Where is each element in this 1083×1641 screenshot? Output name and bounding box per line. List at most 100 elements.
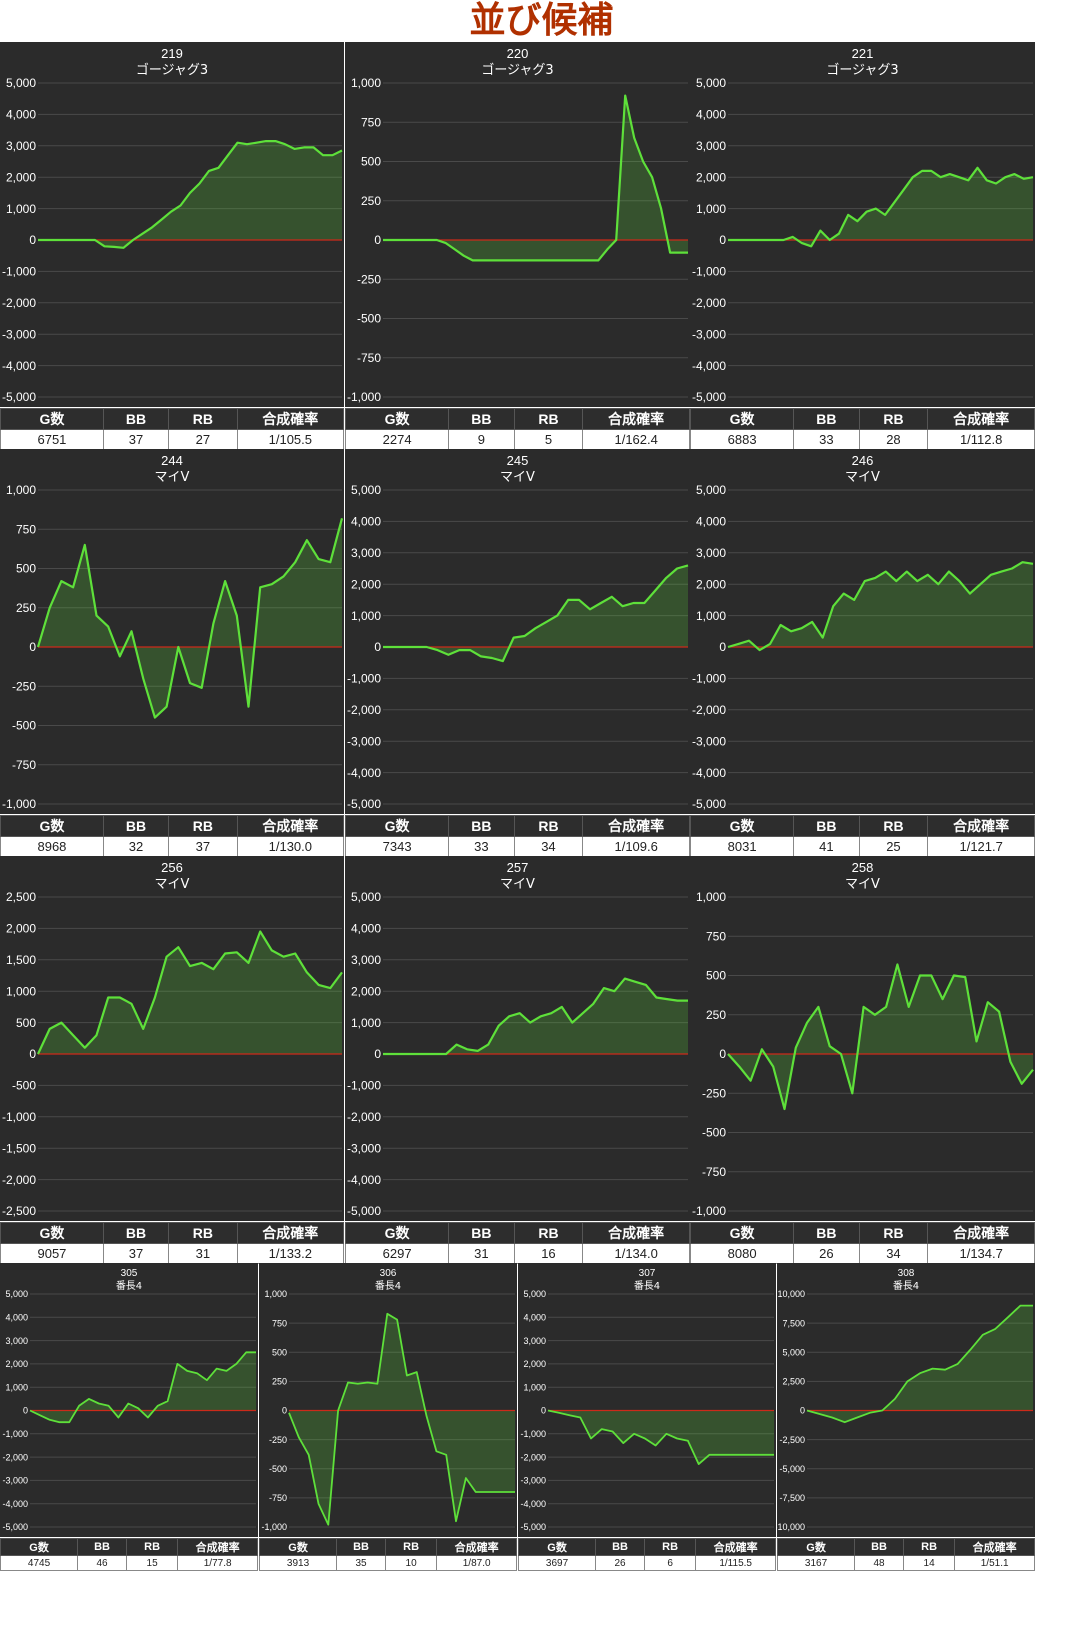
series-line	[36, 518, 344, 719]
stats-header-rb: RB	[858, 815, 929, 837]
stats-value-rate: 1/115.5	[695, 1555, 776, 1571]
y-tick-label: 5,000	[523, 1289, 546, 1299]
chart-panel-305: 305 番長4 5,000 4,000 3,000 2,000 1,000 0 -1,000 -2…	[0, 1263, 258, 1571]
chart-258: 258 マイV 1,000 750 500 250 0 -250 -500 -750 -1,000	[690, 856, 1035, 1221]
stats-header-bb: BB	[448, 408, 515, 430]
series-line	[383, 977, 688, 1056]
stats-table: G数 BB RB 合成確率 3697 26 6 1/115.5	[517, 1538, 776, 1571]
y-tick-label: 1,000	[696, 609, 726, 623]
series-area	[289, 1313, 515, 1525]
stats-header-rate: 合成確率	[236, 408, 345, 430]
stats-header-bb: BB	[793, 815, 860, 837]
chart-panel-245: 245 マイV 5,000 4,000 3,000 2,000 1,000 0 -1,000 -2…	[344, 449, 690, 857]
stats-header-rb: RB	[168, 1222, 238, 1244]
stats-value-rb: 6	[643, 1555, 697, 1571]
stats-value-bb: 31	[448, 1243, 515, 1264]
y-tick-label: 0	[29, 640, 36, 654]
stats-table: G数 BB RB 合成確率 3913 35 10 1/87.0	[258, 1538, 517, 1571]
y-tick-label: 2,500	[782, 1377, 805, 1387]
stats-header-games: G数	[0, 408, 104, 430]
stats-value-rb: 5	[513, 429, 584, 450]
series-line	[728, 166, 1034, 248]
stats-header-games: G数	[344, 408, 450, 430]
y-tick-label: 0	[719, 640, 726, 654]
stats-header-bb: BB	[102, 815, 170, 837]
stats-header-rate: 合成確率	[436, 1538, 517, 1556]
y-tick-label: 750	[16, 522, 36, 536]
y-tick-label: 4,000	[523, 1312, 546, 1322]
y-tick-label: 2,000	[351, 577, 381, 591]
stats-value-games: 6883	[689, 429, 795, 450]
y-tick-label: -1,000	[692, 1204, 726, 1218]
y-tick-label: 2,000	[6, 170, 36, 184]
stats-table: G数 BB RB 合成確率 8968 32 37 1/130.0	[0, 815, 345, 857]
stats-table: G数 BB RB 合成確率 2274 9 5 1/162.4	[344, 408, 690, 450]
y-tick-label: 0	[719, 1047, 726, 1061]
stats-value-games: 6751	[0, 429, 104, 450]
y-tick-label: -2,000	[2, 1452, 28, 1462]
stats-value-rate: 1/105.5	[236, 429, 345, 450]
series-line	[383, 564, 689, 663]
chart-title-number: 257	[507, 860, 529, 875]
stats-header-rb: RB	[125, 1538, 179, 1556]
stats-value-games: 8031	[689, 836, 795, 857]
chart-panel-308: 308 番長4 10,000 7,500 5,000 2,500 0 -2,500 -5,000…	[776, 1263, 1035, 1571]
y-tick-label: -250	[702, 1086, 726, 1100]
series-area	[383, 978, 688, 1054]
stats-header-games: G数	[258, 1538, 338, 1556]
y-tick-label: 500	[16, 562, 36, 576]
stats-value-bb: 26	[793, 1243, 860, 1264]
y-tick-label: -3,000	[2, 1476, 28, 1486]
y-tick-label: 750	[706, 929, 726, 943]
y-tick-label: 4,000	[696, 108, 726, 122]
stats-header-rate: 合成確率	[954, 1538, 1035, 1556]
series-line	[806, 1304, 1033, 1424]
y-tick-label: 5,000	[351, 483, 381, 497]
y-tick-label: -2,000	[692, 296, 726, 310]
y-tick-label: -500	[702, 1126, 726, 1140]
stats-value-rb: 15	[125, 1555, 179, 1571]
y-tick-label: 250	[706, 1008, 726, 1022]
y-tick-label: 2,000	[696, 170, 726, 184]
y-tick-label: 0	[29, 1047, 36, 1061]
y-tick-label: 4,000	[696, 515, 726, 529]
y-tick-label: 3,000	[5, 1336, 28, 1346]
y-tick-label: 7,500	[782, 1318, 805, 1328]
chart-title-model: ゴージャグ3	[481, 62, 553, 78]
y-tick-label: 3,000	[523, 1336, 546, 1346]
y-tick-label: 5,000	[351, 890, 381, 904]
stats-header-rb: RB	[643, 1538, 697, 1556]
series-area	[728, 964, 1033, 1109]
chart-title-model: マイV	[500, 470, 535, 485]
stats-value-rate: 1/51.1	[954, 1555, 1035, 1571]
stats-value-games: 3167	[776, 1555, 856, 1571]
stats-value-games: 3697	[517, 1555, 597, 1571]
chart-title-number: 244	[161, 453, 183, 468]
stats-header-rb: RB	[513, 815, 584, 837]
stats-value-rb: 27	[168, 429, 238, 450]
series-area	[383, 95, 688, 261]
y-tick-label: -1,000	[2, 1110, 36, 1124]
stats-table: G数 BB RB 合成確率 8031 41 25 1/121.7	[689, 815, 1035, 857]
y-tick-label: -5,000	[347, 1204, 381, 1218]
chart-title-model: ゴージャグ3	[136, 62, 208, 78]
chart-title-model: マイV	[155, 877, 190, 892]
y-tick-label: -250	[357, 272, 381, 286]
y-tick-label: -2,000	[2, 296, 36, 310]
chart-title-model: マイV	[845, 877, 880, 892]
chart-title-number: 221	[852, 46, 874, 61]
y-tick-label: -1,000	[347, 1079, 381, 1093]
page-title: 並び候補	[469, 0, 614, 41]
y-tick-label: 250	[16, 601, 36, 615]
chart-title-number: 219	[161, 46, 183, 61]
stats-table: G数 BB RB 合成確率 6751 37 27 1/105.5	[0, 408, 345, 450]
y-tick-label: 750	[272, 1318, 287, 1328]
stats-value-games: 3913	[258, 1555, 338, 1571]
stats-value-rb: 37	[168, 836, 238, 857]
y-tick-label: 3,000	[696, 139, 726, 153]
chart-panel-244: 244 マイV 1,000 750 500 250 0 -250 -500 -750 -1,000 G…	[0, 449, 345, 857]
y-tick-label: 0	[800, 1406, 805, 1416]
y-tick-label: -2,000	[692, 703, 726, 717]
